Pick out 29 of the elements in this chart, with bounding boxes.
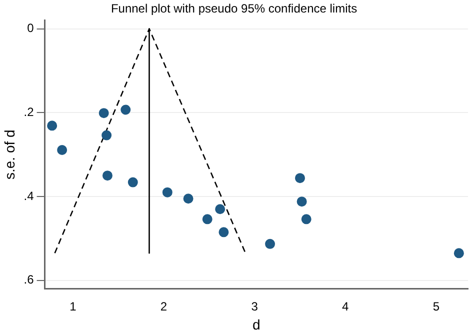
x-tick-label: 2 [160, 299, 168, 314]
point [202, 214, 212, 224]
x-tick-label: 4 [342, 299, 350, 314]
x-tick-label: 1 [70, 299, 77, 314]
point [301, 214, 312, 224]
point [218, 227, 229, 238]
point [128, 177, 138, 188]
y-axis-title: s.e. of d [1, 130, 18, 180]
x-axis-title: d [252, 316, 260, 332]
point [57, 144, 68, 155]
y-tick-label: .2 [24, 104, 34, 119]
point [215, 204, 226, 214]
point [454, 248, 464, 258]
point [183, 194, 194, 204]
x-tick-label: 5 [432, 299, 440, 314]
point [265, 238, 276, 249]
y-tick-label: .4 [24, 188, 34, 203]
point [102, 170, 112, 181]
point [120, 104, 131, 115]
point [162, 187, 172, 198]
x-tick-label: 3 [251, 299, 258, 314]
chart-title: Funnel plot with pseudo 95% confidence limits [110, 2, 358, 16]
point [98, 108, 109, 118]
y-tick-label: .6 [24, 272, 34, 287]
point [296, 196, 307, 207]
point [102, 130, 112, 140]
point [47, 120, 58, 131]
y-tick-label: 0 [27, 21, 34, 36]
point [294, 173, 305, 184]
